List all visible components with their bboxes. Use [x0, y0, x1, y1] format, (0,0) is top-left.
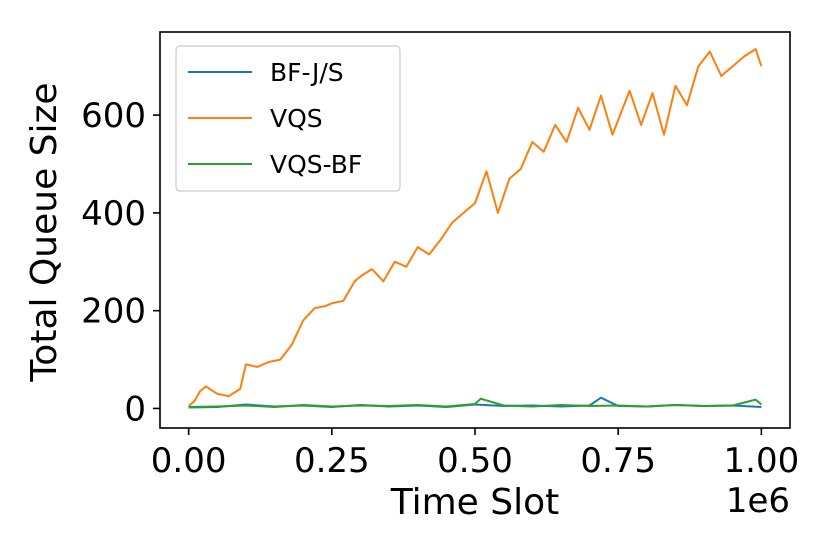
series-line-vqs-bf: [188, 397, 763, 408]
x-offset-label: 1e6: [726, 481, 790, 521]
y-tick-label: 400: [81, 194, 146, 234]
y-tick-label: 600: [81, 96, 146, 136]
legend-label-vqs: VQS: [270, 104, 323, 133]
x-tick-label: 0.25: [294, 441, 370, 481]
legend: BF-J/S VQS VQS-BF: [175, 45, 401, 192]
series-layer: [187, 48, 763, 409]
legend-label-bf-js: BF-J/S: [270, 58, 344, 87]
x-tick-label: 0.50: [437, 441, 513, 481]
series-line-vqs: [187, 48, 763, 407]
x-axis-label: Time Slot: [390, 482, 560, 523]
y-tick-label: 0: [124, 389, 146, 429]
x-tick-label: 1.00: [724, 441, 800, 481]
x-tick-label: 0.00: [151, 441, 227, 481]
y-tick-label: 200: [81, 292, 146, 332]
y-axis-label: Total Queue Size: [24, 82, 65, 382]
x-tick-label: 0.75: [580, 441, 656, 481]
ticks-layer: 0.00 0.25 0.50 0.75 1.00 0 200 400 600: [81, 96, 799, 481]
legend-label-vqs-bf: VQS-BF: [270, 150, 362, 179]
legend-box: [175, 45, 401, 192]
